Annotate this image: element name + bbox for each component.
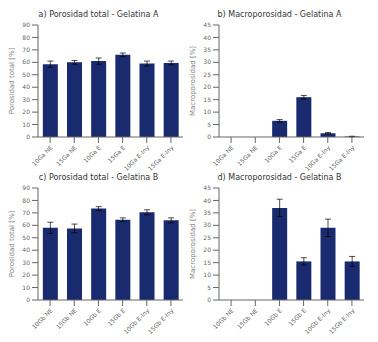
svg-text:10: 10	[203, 108, 211, 115]
svg-text:20: 20	[22, 271, 30, 278]
svg-text:15Ga E-Iny: 15Ga E-Iny	[146, 143, 175, 171]
svg-text:15Gb E-Iny: 15Gb E-Iny	[327, 306, 356, 334]
svg-text:20: 20	[203, 83, 211, 90]
svg-text:80: 80	[22, 34, 30, 41]
svg-text:70: 70	[22, 209, 30, 216]
svg-text:30: 30	[203, 58, 211, 65]
svg-text:Porosidad total [%]: Porosidad total [%]	[8, 47, 16, 114]
svg-text:15Ga NE: 15Ga NE	[236, 144, 260, 168]
svg-text:10Ga NE: 10Ga NE	[211, 144, 235, 168]
svg-text:50: 50	[22, 71, 30, 78]
svg-text:80: 80	[22, 197, 30, 204]
svg-text:25: 25	[203, 71, 211, 78]
html-text:b) Macroporosidad - Gelatina A: b) Macroporosidad - Gelatina A	[217, 10, 342, 19]
svg-text:20: 20	[203, 246, 211, 253]
html-text:a) Porosidad total - Gelatina: a) Porosidad total - Gelatina A	[38, 10, 159, 19]
svg-text:15: 15	[203, 96, 211, 103]
svg-text:0: 0	[26, 296, 30, 303]
svg-text:35: 35	[203, 209, 211, 216]
svg-text:15Gb E: 15Gb E	[106, 307, 127, 328]
svg-text:40: 40	[203, 34, 211, 41]
svg-text:Porosidad total [%]: Porosidad total [%]	[8, 210, 16, 277]
svg-text:50: 50	[22, 234, 30, 241]
svg-text:10Ga NE: 10Ga NE	[30, 144, 54, 168]
svg-text:15Gb NE: 15Gb NE	[235, 307, 259, 331]
svg-text:10Gb E: 10Gb E	[82, 307, 103, 328]
svg-text:90: 90	[22, 184, 30, 191]
svg-text:10: 10	[203, 271, 211, 278]
svg-text:25: 25	[203, 234, 211, 241]
svg-text:0: 0	[207, 133, 211, 140]
svg-text:15Gb E-Iny: 15Gb E-Iny	[146, 306, 175, 334]
html-text:d) Macroporosidad - Gelatina B: d) Macroporosidad - Gelatina B	[217, 173, 342, 182]
svg-text:15Ga NE: 15Ga NE	[55, 144, 79, 168]
svg-text:0: 0	[26, 133, 30, 140]
svg-text:10Ga E: 10Ga E	[263, 144, 283, 164]
svg-text:70: 70	[22, 46, 30, 53]
svg-text:15Gb NE: 15Gb NE	[54, 307, 78, 331]
svg-text:15: 15	[203, 259, 211, 266]
svg-text:10: 10	[22, 121, 30, 128]
svg-text:90: 90	[22, 21, 30, 28]
svg-text:10Gb NE: 10Gb NE	[30, 307, 54, 331]
svg-text:10Ga E: 10Ga E	[82, 144, 102, 164]
svg-text:60: 60	[22, 58, 30, 65]
svg-text:30: 30	[22, 259, 30, 266]
svg-text:15Ga E: 15Ga E	[287, 144, 307, 164]
svg-text:5: 5	[207, 121, 211, 128]
svg-text:45: 45	[203, 21, 211, 28]
svg-text:30: 30	[22, 96, 30, 103]
svg-text:10Gb NE: 10Gb NE	[211, 307, 235, 331]
svg-text:35: 35	[203, 46, 211, 53]
svg-text:30: 30	[203, 221, 211, 228]
svg-text:Macroporosidad [%]: Macroporosidad [%]	[189, 46, 197, 116]
svg-text:20: 20	[22, 108, 30, 115]
svg-text:40: 40	[22, 83, 30, 90]
svg-text:15Gb E: 15Gb E	[287, 307, 308, 328]
svg-text:10Gb E: 10Gb E	[263, 307, 284, 328]
svg-text:0: 0	[207, 296, 211, 303]
html-text:c) Porosidad total - Gelatina: c) Porosidad total - Gelatina B	[38, 173, 159, 182]
svg-text:10: 10	[22, 284, 30, 291]
svg-text:40: 40	[203, 197, 211, 204]
svg-text:5: 5	[207, 284, 211, 291]
svg-text:15Ga E: 15Ga E	[106, 144, 126, 164]
svg-text:Macroporosidad [%]: Macroporosidad [%]	[189, 209, 197, 279]
svg-text:60: 60	[22, 221, 30, 228]
svg-text:45: 45	[203, 184, 211, 191]
svg-text:40: 40	[22, 246, 30, 253]
svg-text:15Ga E-Iny: 15Ga E-Iny	[327, 143, 356, 171]
